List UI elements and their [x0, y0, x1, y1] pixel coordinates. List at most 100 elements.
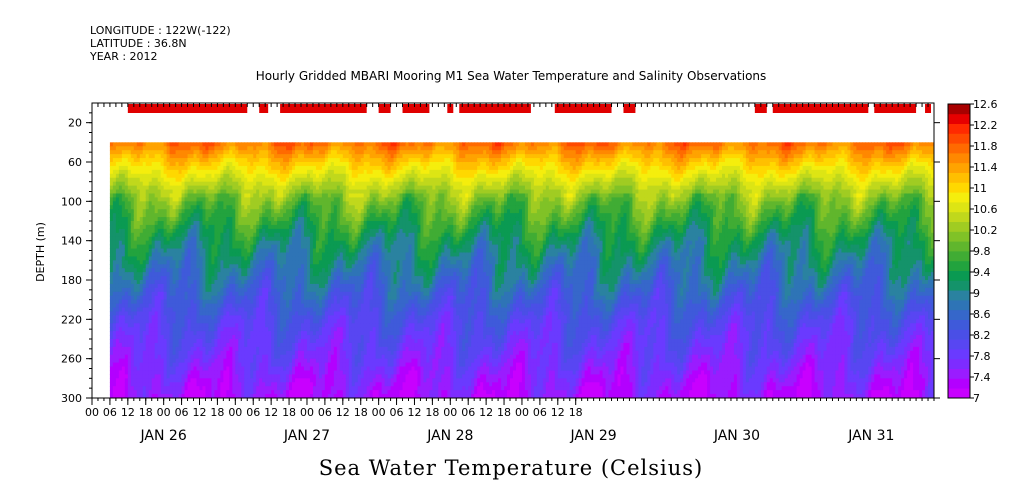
- heatmap-cell: [274, 185, 278, 191]
- heatmap-cell: [241, 378, 245, 383]
- heatmap-cell: [118, 394, 123, 398]
- heatmap-cell: [289, 272, 293, 277]
- heatmap-cell: [303, 232, 308, 238]
- heatmap-cell: [315, 165, 320, 171]
- heatmap-cell: [301, 228, 305, 234]
- heatmap-cell: [303, 335, 308, 340]
- heatmap-cell: [226, 185, 230, 191]
- heatmap-cell: [145, 221, 150, 226]
- heatmap-cell: [226, 201, 230, 206]
- heatmap-cell: [259, 248, 263, 254]
- heatmap-cell: [223, 346, 227, 352]
- heatmap-cell: [298, 335, 302, 340]
- heatmap-cell: [256, 162, 260, 167]
- heatmap-cell: [178, 154, 183, 159]
- heatmap-cell: [139, 244, 144, 250]
- heatmap-cell: [262, 169, 266, 175]
- heatmap-cell: [124, 221, 129, 226]
- heatmap-cell: [330, 382, 335, 387]
- heatmap-cell: [145, 162, 150, 167]
- heatmap-cell: [315, 331, 320, 336]
- heatmap-cell: [333, 358, 338, 364]
- heatmap-cell: [208, 272, 213, 277]
- heatmap-cell: [142, 236, 147, 242]
- heatmap-cell: [121, 346, 126, 352]
- heatmap-cell: [133, 331, 138, 336]
- heatmap-cell: [318, 370, 323, 375]
- heatmap-cell: [238, 181, 242, 187]
- heatmap-cell: [330, 154, 335, 159]
- heatmap-cell: [265, 165, 269, 171]
- heatmap-cell: [256, 362, 260, 368]
- heatmap-cell: [211, 307, 216, 313]
- heatmap-cell: [318, 378, 323, 383]
- heatmap-cell: [327, 205, 332, 210]
- heatmap-cell: [232, 342, 236, 348]
- heatmap-cell: [115, 193, 120, 198]
- heatmap-cell: [184, 162, 189, 167]
- heatmap-cell: [121, 335, 126, 340]
- heatmap-cell: [193, 228, 198, 234]
- heatmap-cell: [160, 173, 165, 179]
- heatmap-cell: [265, 323, 269, 328]
- heatmap-cell: [160, 217, 165, 222]
- heatmap-cell: [286, 150, 290, 155]
- heatmap-cell: [277, 307, 281, 313]
- heatmap-cell: [148, 224, 153, 230]
- heatmap-cell: [127, 382, 132, 387]
- heatmap-cell: [244, 268, 248, 273]
- heatmap-cell: [217, 221, 221, 226]
- heatmap-cell: [336, 315, 341, 320]
- heatmap-cell: [250, 158, 254, 163]
- heatmap-cell: [163, 205, 168, 210]
- heatmap-cell: [336, 228, 341, 234]
- heatmap-cell: [220, 280, 224, 285]
- heatmap-cell: [184, 165, 189, 171]
- heatmap-cell: [136, 240, 141, 246]
- heatmap-cell: [268, 205, 272, 210]
- heatmap-cell: [324, 390, 329, 395]
- heatmap-cell: [181, 236, 186, 242]
- heatmap-cell: [151, 173, 156, 179]
- heatmap-cell: [139, 303, 144, 309]
- heatmap-cell: [277, 154, 281, 159]
- heatmap-cell: [160, 260, 165, 265]
- heatmap-cell: [118, 221, 123, 226]
- heatmap-cell: [211, 146, 216, 151]
- heatmap-cell: [336, 291, 341, 297]
- heatmap-cell: [241, 350, 245, 356]
- heatmap-cell: [154, 181, 159, 187]
- heatmap-cell: [306, 209, 311, 214]
- heatmap-cell: [292, 217, 296, 222]
- heatmap-cell: [289, 177, 293, 183]
- heatmap-cell: [151, 342, 156, 348]
- heatmap-cell: [157, 370, 162, 375]
- heatmap-cell: [142, 205, 147, 210]
- heatmap-cell: [235, 228, 239, 234]
- heatmap-cell: [333, 162, 338, 167]
- heatmap-cell: [139, 162, 144, 167]
- heatmap-cell: [130, 154, 135, 159]
- heatmap-cell: [163, 162, 168, 167]
- heatmap-cell: [148, 236, 153, 242]
- heatmap-cell: [268, 197, 272, 202]
- heatmap-cell: [298, 280, 302, 285]
- heatmap-cell: [172, 327, 177, 332]
- heatmap-cell: [253, 158, 257, 163]
- heatmap-cell: [154, 315, 159, 320]
- heatmap-cell: [312, 244, 317, 250]
- heatmap-cell: [205, 374, 210, 379]
- heatmap-cell: [262, 201, 266, 206]
- heatmap-cell: [187, 307, 192, 313]
- heatmap-cell: [321, 224, 326, 230]
- heatmap-cell: [309, 280, 314, 285]
- heatmap-cell: [166, 197, 171, 202]
- heatmap-cell: [136, 303, 141, 309]
- heatmap-cell: [148, 362, 153, 368]
- heatmap-cell: [280, 272, 284, 277]
- heatmap-cell: [286, 303, 290, 309]
- heatmap-cell: [289, 382, 293, 387]
- heatmap-cell: [151, 299, 156, 305]
- heatmap-cell: [238, 154, 242, 159]
- heatmap-cell: [324, 354, 329, 360]
